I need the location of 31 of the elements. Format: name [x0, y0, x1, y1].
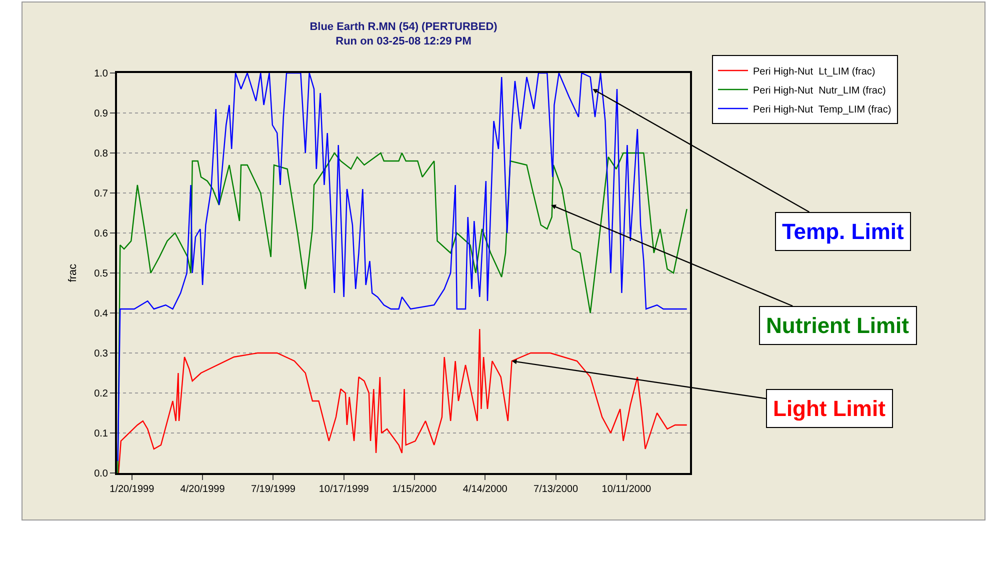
annotation: Temp. Limit	[782, 219, 904, 244]
annotation: Nutrient Limit	[766, 313, 910, 338]
x-tick-label: 4/20/1999	[180, 484, 226, 495]
line-series	[118, 328, 688, 473]
y-tick-label: 0.8	[94, 148, 108, 160]
line-series	[117, 73, 688, 462]
x-tick-label: 10/17/1999	[318, 484, 370, 495]
y-tick-label: 0.3	[94, 348, 108, 360]
chart-title: Blue Earth R.MN (54) (PERTURBED)	[310, 21, 498, 33]
legend-label: Peri High-Nut Nutr_LIM (frac)	[753, 85, 886, 96]
y-tick-label: 0.2	[94, 388, 108, 400]
legend-label: Peri High-Nut Temp_LIM (frac)	[753, 104, 892, 116]
y-tick-label: 0.7	[94, 188, 108, 200]
x-tick-label: 7/13/2000	[534, 484, 578, 495]
x-tick-label: 1/20/1999	[110, 484, 155, 495]
y-tick-label: 1.0	[94, 68, 108, 80]
legend-label: Peri High-Nut Lt_LIM (frac)	[753, 66, 876, 78]
y-tick-label: 0.9	[94, 108, 108, 120]
y-tick-label: 0.0	[94, 468, 108, 480]
x-tick-label: 7/19/1999	[250, 484, 296, 495]
y-tick-label: 0.4	[94, 308, 108, 320]
y-tick-label: 0.6	[94, 228, 108, 240]
chart-subtitle: Run on 03-25-08 12:29 PM	[336, 35, 472, 48]
y-tick-label: 0.5	[94, 268, 108, 280]
line-series	[117, 152, 688, 473]
x-tick-label: 10/11/2000	[602, 484, 652, 495]
annotation: Light Limit	[773, 396, 886, 421]
x-tick-label: 1/15/2000	[392, 484, 438, 495]
x-tick-label: 4/14/2000	[462, 484, 508, 495]
y-tick-label: 0.1	[94, 428, 108, 440]
y-axis-title: frac	[67, 263, 80, 282]
